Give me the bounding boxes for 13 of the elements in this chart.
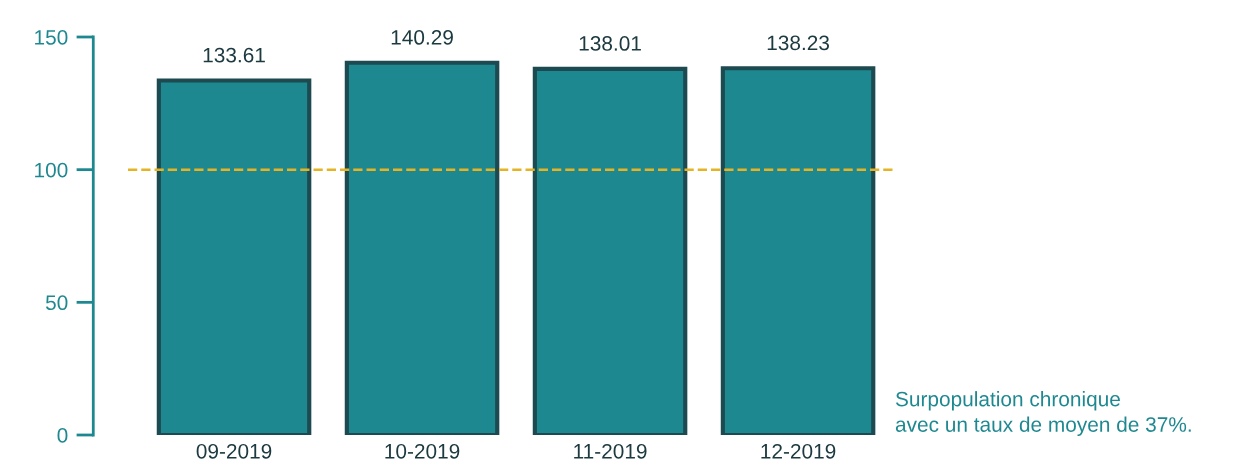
y-tick-label: 150 xyxy=(35,30,68,45)
data-label: 138.01 xyxy=(579,36,641,51)
text: Surpopulation chronique avec un taux de moyen de 37%. xyxy=(895,391,1191,436)
x-tick-label: 09-2019 xyxy=(196,443,272,459)
x-tick-label: 10-2019 xyxy=(385,443,460,459)
data-label: 133.61 xyxy=(203,47,265,63)
data-label: 140.29 xyxy=(391,30,453,45)
y-tick-label: 100 xyxy=(35,162,68,178)
x-tick-label: 11-2019 xyxy=(574,443,647,459)
y-tick-label: 0 xyxy=(57,428,68,443)
y-tick-label: 50 xyxy=(45,295,68,311)
x-tick-label: 12-2019 xyxy=(761,443,836,459)
data-label: 138.23 xyxy=(767,35,829,51)
